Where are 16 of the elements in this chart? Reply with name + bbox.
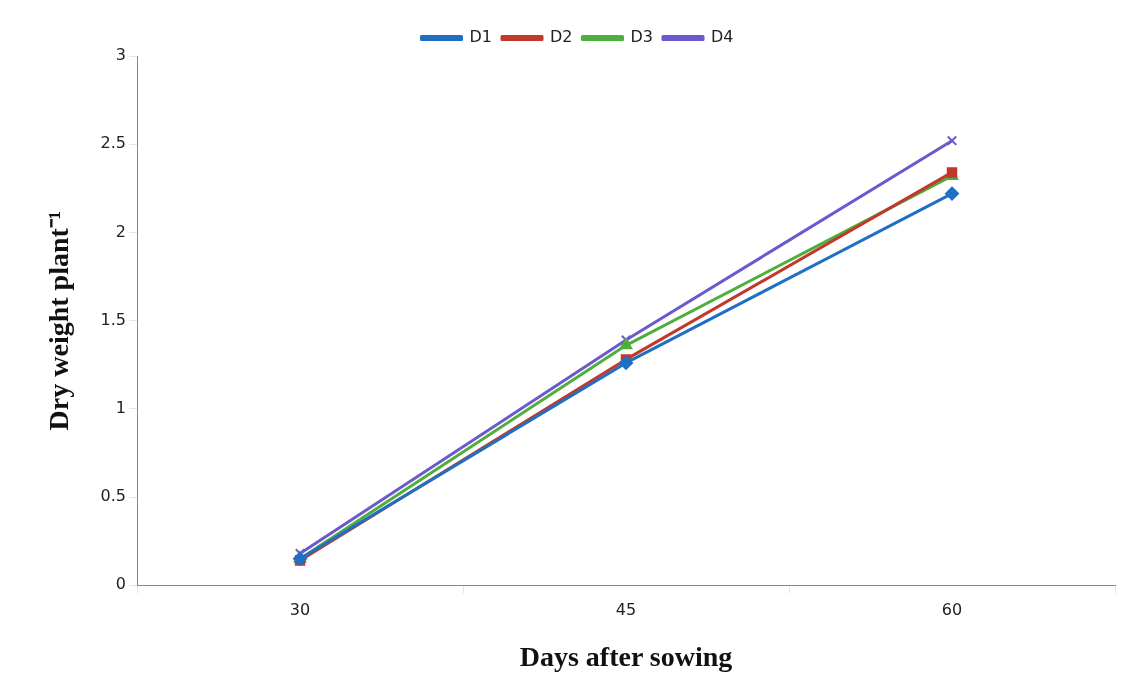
legend-label: D2 xyxy=(550,27,573,47)
x-tick-label: 30 xyxy=(289,599,311,619)
y-tick-label: 1 xyxy=(115,397,127,417)
legend-label: D1 xyxy=(469,27,492,47)
y-tick-label: 1.5 xyxy=(100,309,127,329)
x-tick-label: 60 xyxy=(941,599,963,619)
y-tick-label: 2 xyxy=(115,221,127,241)
x-axis-title: Days after sowing xyxy=(519,641,733,673)
y-axis-title: Dry weight plant⁻¹ xyxy=(43,210,75,431)
y-tick-label: 3 xyxy=(115,45,127,65)
y-tick-label: 2.5 xyxy=(100,133,127,153)
legend-label: D4 xyxy=(711,27,734,47)
y-tick-label: 0 xyxy=(115,574,127,594)
x-tick-label: 45 xyxy=(615,599,637,619)
legend-label: D3 xyxy=(630,27,653,47)
y-tick-label: 0.5 xyxy=(100,486,127,506)
